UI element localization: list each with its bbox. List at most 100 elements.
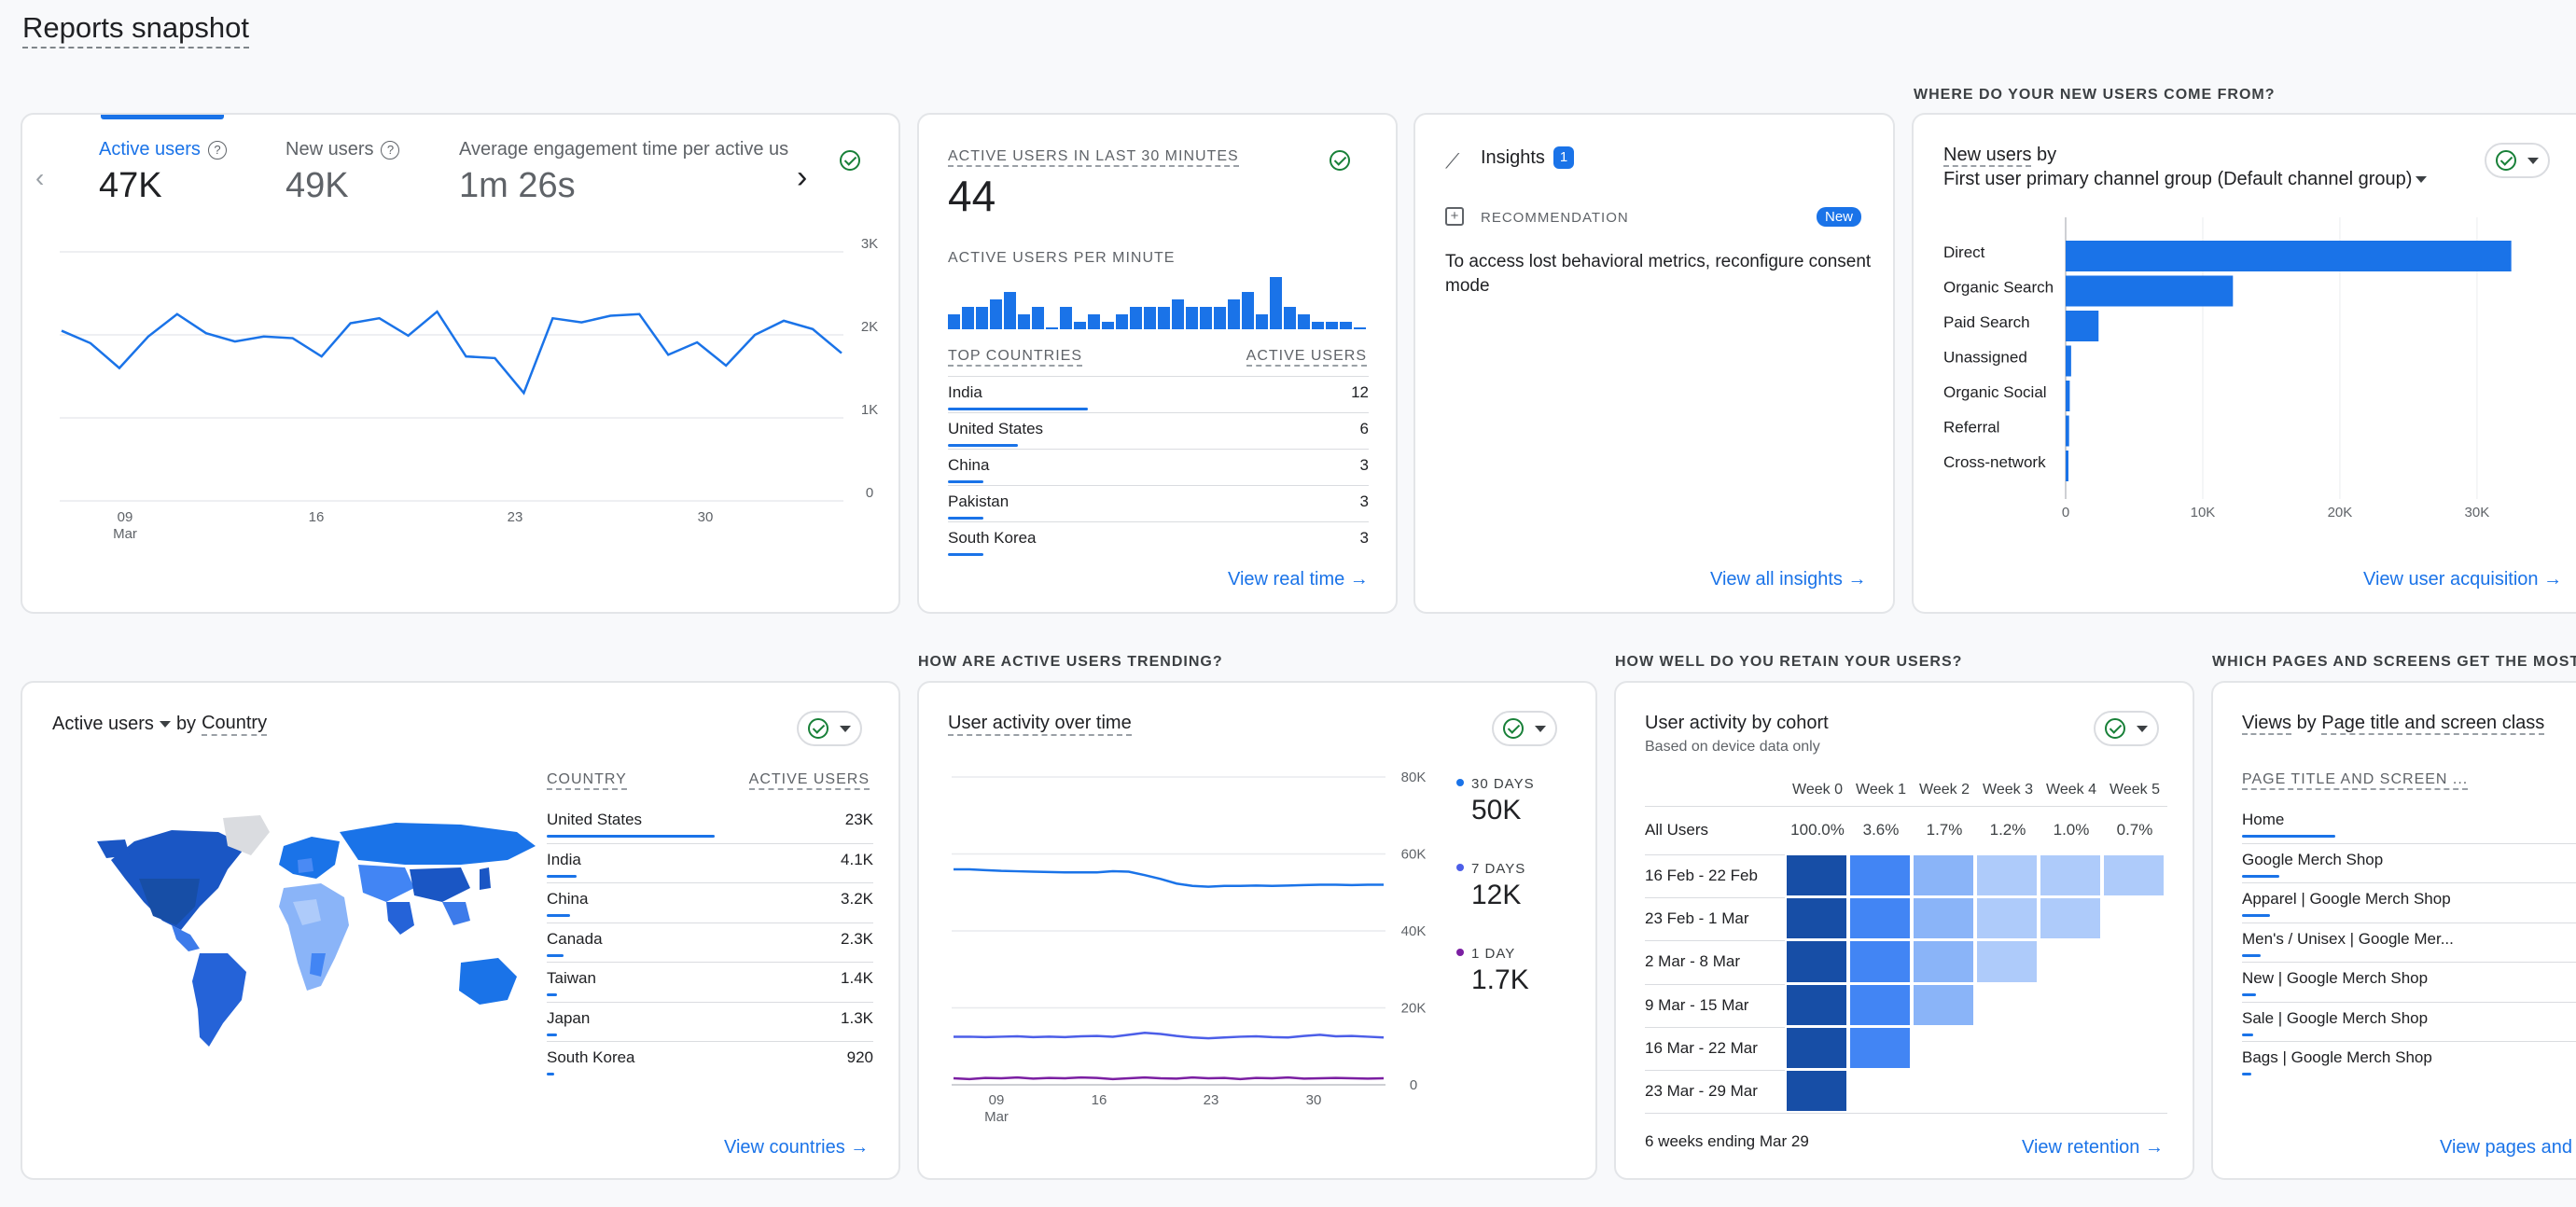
view-all-insights-link[interactable]: View all insights → bbox=[1710, 569, 1867, 590]
dimension-label[interactable]: Page title and screen class bbox=[2321, 713, 2545, 735]
row-divider bbox=[948, 412, 1369, 413]
y-tick-label: 20K bbox=[1401, 1001, 1427, 1017]
cohort-cell[interactable] bbox=[1850, 855, 1910, 896]
cohort-cell[interactable] bbox=[2040, 898, 2100, 939]
cohort-cell[interactable] bbox=[1914, 984, 1973, 1025]
country-row[interactable]: United States 23K bbox=[547, 811, 873, 829]
cohort-cell[interactable] bbox=[1787, 941, 1846, 982]
insight-text[interactable]: To access lost behavioral metrics, recon… bbox=[1445, 252, 1872, 296]
view-user-acquisition-link[interactable]: View user acquisition → bbox=[2363, 569, 2562, 590]
metric-selector[interactable]: Active users bbox=[52, 714, 154, 734]
cohort-cell[interactable] bbox=[1914, 941, 1973, 982]
dropdown-caret-icon[interactable] bbox=[159, 721, 171, 728]
page-row[interactable]: Apparel | Google Merch Shop bbox=[2242, 890, 2451, 908]
cohort-cell[interactable] bbox=[1977, 941, 2037, 982]
country-row[interactable]: Pakistan 3 bbox=[948, 493, 1369, 511]
cohort-cell[interactable] bbox=[1787, 898, 1846, 939]
page-row[interactable]: Home bbox=[2242, 811, 2285, 828]
cohort-footer: 6 weeks ending Mar 29 bbox=[1645, 1132, 1809, 1150]
view-countries-link[interactable]: View countries → bbox=[724, 1137, 869, 1158]
check-icon bbox=[2496, 150, 2516, 171]
help-icon[interactable]: ? bbox=[207, 140, 227, 160]
check-icon[interactable] bbox=[1330, 150, 1350, 171]
country-name: United States bbox=[948, 420, 1044, 437]
cohort-cell[interactable] bbox=[1914, 855, 1973, 896]
check-dropdown[interactable] bbox=[2485, 143, 2550, 178]
active-tab-indicator bbox=[101, 115, 224, 119]
chevron-left-icon[interactable]: ‹ bbox=[35, 163, 45, 192]
activity-line-chart: 80K 60K 40K 20K 0 09 16 23 30 Mar bbox=[952, 770, 1427, 1125]
overview-line-chart: 3K 2K 1K 0 09 16 23 30 Mar bbox=[60, 236, 878, 542]
view-real-time-link[interactable]: View real time → bbox=[1228, 569, 1369, 590]
arrow-right-icon: → bbox=[2543, 569, 2563, 590]
cohort-cell[interactable] bbox=[1850, 898, 1910, 939]
country-row[interactable]: China 3.2K bbox=[547, 890, 873, 909]
chevron-down-icon bbox=[2527, 157, 2539, 164]
cohort-cell[interactable] bbox=[1787, 1071, 1846, 1112]
cohort-cell[interactable] bbox=[1850, 1027, 1910, 1068]
row-divider bbox=[948, 485, 1369, 486]
chevron-right-icon[interactable]: › bbox=[797, 160, 808, 195]
cohort-cell[interactable] bbox=[1914, 898, 1973, 939]
view-pages-link[interactable]: View pages and s bbox=[2440, 1137, 2576, 1158]
link-label: View pages and s bbox=[2440, 1137, 2576, 1158]
cohort-cell[interactable] bbox=[1850, 984, 1910, 1025]
page-row[interactable]: New | Google Merch Shop bbox=[2242, 969, 2429, 987]
metric-tab-new-users[interactable]: New users ? 49K bbox=[285, 139, 400, 206]
title-by: by bbox=[175, 714, 197, 734]
row-divider bbox=[948, 449, 1369, 450]
country-row[interactable]: United States 6 bbox=[948, 420, 1369, 438]
country-row[interactable]: Taiwan 1.4K bbox=[547, 969, 873, 988]
realtime-title[interactable]: ACTIVE USERS IN LAST 30 MINUTES bbox=[948, 148, 1239, 167]
per-minute-bar bbox=[962, 307, 974, 329]
metric-label: New users bbox=[285, 139, 374, 160]
cohort-cell[interactable] bbox=[1850, 941, 1910, 982]
channel-bar bbox=[2066, 241, 2512, 271]
cohort-cell[interactable] bbox=[1787, 855, 1846, 896]
page-row[interactable]: Sale | Google Merch Shop bbox=[2242, 1008, 2429, 1027]
check-dropdown[interactable] bbox=[1492, 711, 1557, 746]
page-row[interactable]: Bags | Google Merch Shop bbox=[2242, 1048, 2432, 1066]
share-bar bbox=[547, 914, 570, 917]
metric-tab-engagement[interactable]: Average engagement time per active us 1m… bbox=[459, 139, 795, 206]
y-tick-label: 1K bbox=[861, 402, 878, 418]
per-minute-bar bbox=[1270, 277, 1282, 329]
metric-selector[interactable]: New users bbox=[1943, 145, 2032, 167]
metric-tab-active-users[interactable]: Active users ? 47K bbox=[99, 139, 227, 206]
arrow-right-icon: → bbox=[2144, 1137, 2164, 1158]
all-users-value: 1.2% bbox=[1989, 821, 2026, 839]
cohort-cell[interactable] bbox=[1787, 1027, 1846, 1068]
check-icon[interactable] bbox=[840, 150, 860, 171]
metric-selector[interactable]: Views bbox=[2242, 713, 2291, 735]
x-tick-label: 23 bbox=[508, 509, 523, 525]
country-row[interactable]: Canada 2.3K bbox=[547, 930, 873, 949]
page-row[interactable]: Men's / Unisex | Google Mer... bbox=[2242, 929, 2454, 948]
cohort-cell[interactable] bbox=[1977, 898, 2037, 939]
country-row[interactable]: South Korea 3 bbox=[948, 529, 1369, 548]
dimension-selector[interactable]: First user primary channel group (Defaul… bbox=[1943, 169, 2428, 190]
cohort-cell[interactable] bbox=[2104, 855, 2164, 896]
cohort-cell[interactable] bbox=[1977, 855, 2037, 896]
pages-card: Views by Page title and screen class PAG… bbox=[2211, 681, 2576, 1180]
view-retention-link[interactable]: View retention → bbox=[2022, 1137, 2164, 1158]
cohort-cell[interactable] bbox=[2040, 855, 2100, 896]
x-tick-label: 09 bbox=[989, 1092, 1005, 1108]
dimension-label[interactable]: Country bbox=[202, 713, 268, 736]
country-row[interactable]: China 3 bbox=[948, 456, 1369, 475]
insights-badge: 1 bbox=[1553, 146, 1574, 169]
country-row[interactable]: India 12 bbox=[948, 383, 1369, 402]
check-dropdown[interactable] bbox=[2094, 711, 2159, 746]
recommendation-icon: + bbox=[1445, 207, 1464, 226]
help-icon[interactable]: ? bbox=[381, 140, 400, 160]
check-dropdown[interactable] bbox=[797, 711, 862, 746]
share-bar bbox=[547, 835, 715, 838]
country-row[interactable]: India 4.1K bbox=[547, 851, 873, 869]
cohort-cell[interactable] bbox=[1787, 984, 1846, 1025]
world-map[interactable] bbox=[88, 813, 554, 1056]
row-divider bbox=[1645, 854, 1785, 855]
chevron-down-icon bbox=[1535, 725, 1546, 732]
page-row[interactable]: Google Merch Shop bbox=[2242, 850, 2384, 868]
country-row[interactable]: Japan 1.3K bbox=[547, 1009, 873, 1028]
activity-title[interactable]: User activity over time bbox=[948, 713, 1132, 736]
country-row[interactable]: South Korea 920 bbox=[547, 1048, 873, 1067]
